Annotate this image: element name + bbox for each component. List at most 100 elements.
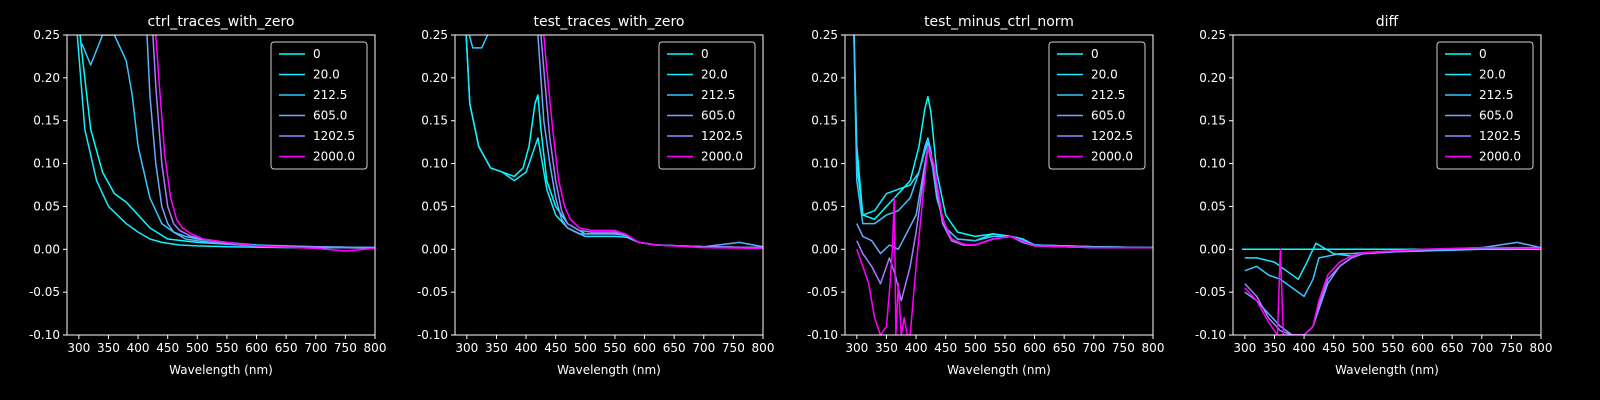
y-tick-label: -0.10 bbox=[417, 328, 448, 342]
x-tick-label: 800 bbox=[1530, 341, 1553, 355]
y-tick-label: 0.00 bbox=[421, 242, 448, 256]
x-tick-label: 700 bbox=[304, 341, 327, 355]
x-tick-label: 650 bbox=[1441, 341, 1464, 355]
chart-panel-1: test_traces_with_zero Wavelength (nm) 300 3… bbox=[417, 14, 775, 377]
legend-label-4: 1202.5 bbox=[1479, 129, 1521, 143]
legend-label-2: 212.5 bbox=[701, 88, 735, 102]
legend: 0 20.0 212.5 605.0 1202.5 2000.0 bbox=[658, 41, 756, 170]
x-tick-label: 550 bbox=[215, 341, 238, 355]
series-line-5 bbox=[155, 35, 375, 252]
x-tick-label: 500 bbox=[574, 341, 597, 355]
x-tick-label: 400 bbox=[127, 341, 150, 355]
x-tick-label: 500 bbox=[1352, 341, 1375, 355]
y-tick-label: -0.05 bbox=[417, 285, 448, 299]
x-tick-label: 450 bbox=[544, 341, 567, 355]
x-tick-label: 750 bbox=[1500, 341, 1523, 355]
legend-label-4: 1202.5 bbox=[701, 129, 743, 143]
series-line-4 bbox=[1244, 246, 1541, 335]
y-tick-label: 0.25 bbox=[811, 28, 838, 42]
chart-panel-3: diff Wavelength (nm) 300 350 400 450 500 550 600… bbox=[1195, 14, 1553, 377]
legend-label-5: 2000.0 bbox=[1091, 150, 1133, 164]
x-tick-label: 600 bbox=[633, 341, 656, 355]
legend-label-3: 605.0 bbox=[1479, 109, 1513, 123]
chart-title: test_traces_with_zero bbox=[534, 14, 685, 30]
legend-label-4: 1202.5 bbox=[313, 129, 355, 143]
y-tick-label: 0.15 bbox=[421, 114, 448, 128]
x-tick-label: 700 bbox=[692, 341, 715, 355]
x-tick-label: 300 bbox=[1233, 341, 1256, 355]
x-axis-label: Wavelength (nm) bbox=[557, 363, 661, 377]
legend-label-2: 212.5 bbox=[1479, 88, 1513, 102]
series-group bbox=[853, 35, 1153, 335]
legend-label-1: 20.0 bbox=[701, 68, 728, 82]
y-tick-label: 0.10 bbox=[811, 157, 838, 171]
legend-label-5: 2000.0 bbox=[1479, 150, 1521, 164]
y-tick-label: -0.10 bbox=[29, 328, 60, 342]
y-tick-label: -0.10 bbox=[1195, 328, 1226, 342]
x-tick-label: 600 bbox=[1023, 341, 1046, 355]
x-tick-label: 300 bbox=[455, 341, 478, 355]
chart-panel-2: test_minus_ctrl_norm Wavelength (nm) 300 35… bbox=[807, 14, 1165, 377]
x-tick-label: 700 bbox=[1082, 341, 1105, 355]
series-line-5 bbox=[856, 145, 1153, 335]
y-tick-label: 0.25 bbox=[33, 28, 60, 42]
y-tick-label: 0.05 bbox=[811, 199, 838, 213]
axes-frame bbox=[1232, 34, 1542, 336]
x-tick-label: 750 bbox=[334, 341, 357, 355]
series-line-1 bbox=[76, 35, 375, 249]
legend-label-2: 212.5 bbox=[313, 88, 347, 102]
legend: 0 20.0 212.5 605.0 1202.5 2000.0 bbox=[270, 41, 368, 170]
legend-label-4: 1202.5 bbox=[1091, 129, 1133, 143]
axes-frame bbox=[844, 34, 1154, 336]
legend-label-0: 0 bbox=[701, 47, 709, 61]
x-tick-label: 400 bbox=[905, 341, 928, 355]
x-tick-label: 300 bbox=[67, 341, 90, 355]
x-tick-label: 800 bbox=[1142, 341, 1165, 355]
x-tick-label: 650 bbox=[1053, 341, 1076, 355]
x-tick-label: 650 bbox=[663, 341, 686, 355]
x-tick-label: 450 bbox=[1322, 341, 1345, 355]
chart-panel-0: ctrl_traces_with_zero Wavelength (nm) 300 3… bbox=[29, 14, 387, 377]
y-tick-label: 0.20 bbox=[1199, 71, 1226, 85]
legend: 0 20.0 212.5 605.0 1202.5 2000.0 bbox=[1048, 41, 1146, 170]
y-tick-label: -0.05 bbox=[29, 285, 60, 299]
x-tick-label: 500 bbox=[186, 341, 209, 355]
chart-title: diff bbox=[1376, 14, 1399, 30]
y-tick-label: 0.00 bbox=[1199, 242, 1226, 256]
legend-label-5: 2000.0 bbox=[313, 150, 355, 164]
legend-label-0: 0 bbox=[313, 47, 321, 61]
legend: 0 20.0 212.5 605.0 1202.5 2000.0 bbox=[1436, 41, 1534, 170]
x-tick-label: 300 bbox=[845, 341, 868, 355]
series-line-2 bbox=[468, 35, 538, 49]
y-tick-label: 0.05 bbox=[33, 199, 60, 213]
y-tick-label: 0.05 bbox=[421, 199, 448, 213]
legend-label-3: 605.0 bbox=[701, 109, 735, 123]
x-tick-label: 500 bbox=[964, 341, 987, 355]
x-tick-label: 600 bbox=[1411, 341, 1434, 355]
y-tick-label: 0.00 bbox=[33, 242, 60, 256]
x-tick-label: 400 bbox=[515, 341, 538, 355]
series-group bbox=[465, 35, 763, 250]
series-group bbox=[76, 35, 375, 252]
legend-label-1: 20.0 bbox=[1479, 68, 1506, 82]
y-tick-label: 0.25 bbox=[421, 28, 448, 42]
x-tick-label: 450 bbox=[934, 341, 957, 355]
legend-label-1: 20.0 bbox=[1091, 68, 1118, 82]
x-tick-label: 600 bbox=[245, 341, 268, 355]
legend-label-2: 212.5 bbox=[1091, 88, 1125, 102]
series-line-5 bbox=[543, 35, 763, 250]
legend-label-3: 605.0 bbox=[1091, 109, 1125, 123]
y-tick-label: 0.25 bbox=[1199, 28, 1226, 42]
x-axis-label: Wavelength (nm) bbox=[1335, 363, 1439, 377]
x-tick-label: 800 bbox=[752, 341, 775, 355]
x-tick-label: 700 bbox=[1470, 341, 1493, 355]
y-tick-label: -0.10 bbox=[807, 328, 838, 342]
legend-label-1: 20.0 bbox=[313, 68, 340, 82]
y-tick-label: 0.15 bbox=[811, 114, 838, 128]
y-tick-label: 0.10 bbox=[33, 157, 60, 171]
x-tick-label: 400 bbox=[1293, 341, 1316, 355]
legend-label-0: 0 bbox=[1091, 47, 1099, 61]
x-tick-label: 350 bbox=[1263, 341, 1286, 355]
